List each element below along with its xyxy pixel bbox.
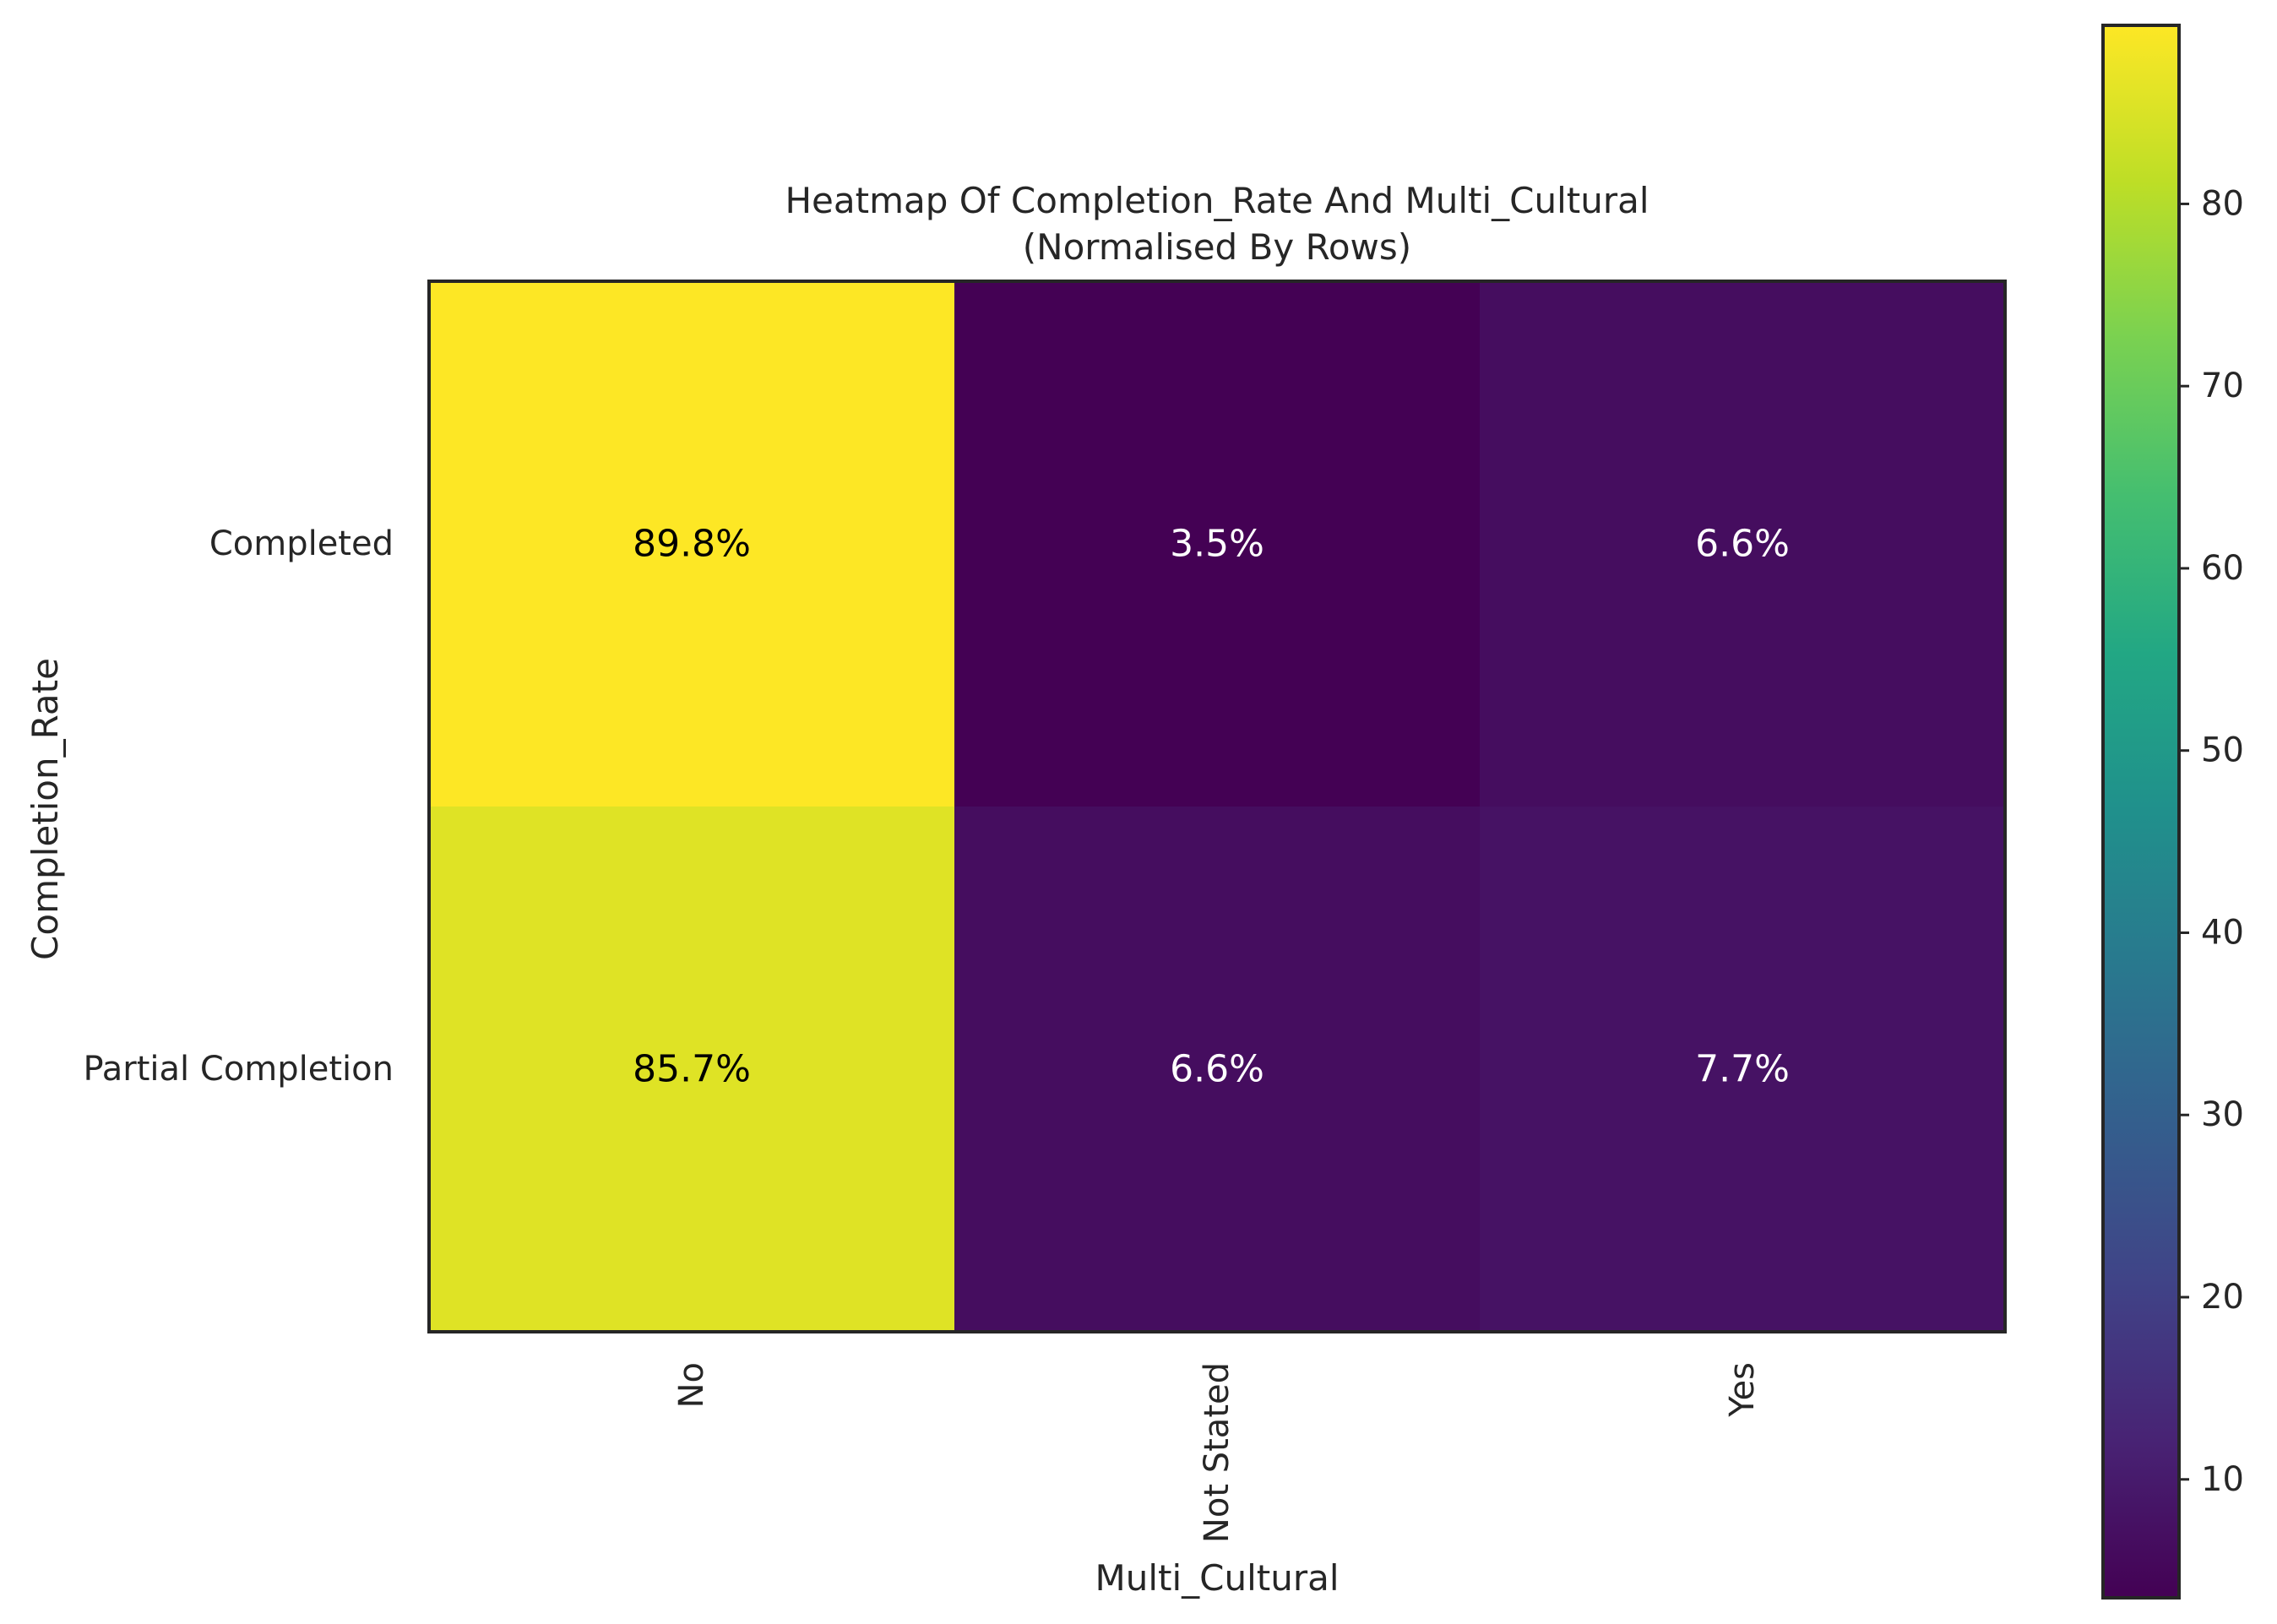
x-tick-label: Yes	[1723, 1362, 1762, 1418]
heatmap-cell-label: 6.6%	[1695, 523, 1790, 566]
colorbar	[2103, 25, 2179, 1598]
chart-subtitle: (Normalised By Rows)	[1023, 226, 1411, 268]
heatmap-cell	[429, 281, 955, 807]
heatmap-cell	[1480, 281, 2006, 807]
heatmap-cell-label: 3.5%	[1170, 523, 1264, 566]
colorbar-tick-label: 50	[2201, 731, 2244, 770]
heatmap-cell-label: 85.7%	[633, 1048, 751, 1091]
heatmap-cell	[429, 807, 955, 1333]
colorbar-tick-label: 10	[2201, 1460, 2244, 1499]
heatmap-cell	[954, 807, 1481, 1333]
chart-title: Heatmap Of Completion_Rate And Multi_Cul…	[785, 180, 1649, 221]
colorbar-tick-label: 20	[2201, 1278, 2244, 1317]
colorbar-tick-label: 80	[2201, 184, 2244, 223]
heatmap-cell	[1480, 807, 2006, 1333]
y-tick-label: Partial Completion	[83, 1050, 394, 1089]
colorbar-tick-label: 40	[2201, 913, 2244, 952]
colorbar-frame	[2101, 24, 2181, 1600]
colorbar-ticks: 10 20 30 40 50 60 70 80	[2179, 184, 2244, 1499]
heatmap-cells	[429, 281, 2006, 1333]
heatmap-cell-labels: 89.8% 3.5% 6.6% 85.7% 6.6% 7.7%	[633, 523, 1790, 1091]
colorbar-tick-label: 60	[2201, 549, 2244, 588]
y-axis-label: Completion_Rate	[24, 658, 66, 960]
x-axis-ticks: No Not Stated Yes	[672, 1362, 1762, 1543]
y-axis-ticks: Completed Partial Completion	[83, 524, 394, 1089]
colorbar-tick-label: 30	[2201, 1095, 2244, 1134]
colorbar-tick-label: 70	[2201, 367, 2244, 405]
plot-frame	[427, 280, 2007, 1333]
heatmap-cell	[954, 281, 1481, 807]
x-tick-label: No	[672, 1362, 711, 1408]
heatmap-cell-label: 6.6%	[1170, 1048, 1264, 1091]
y-tick-label: Completed	[209, 524, 394, 563]
heatmap-cell-label: 89.8%	[633, 523, 751, 566]
x-tick-label: Not Stated	[1198, 1362, 1236, 1543]
heatmap-cell-label: 7.7%	[1695, 1048, 1790, 1091]
x-axis-label: Multi_Cultural	[1095, 1557, 1339, 1599]
